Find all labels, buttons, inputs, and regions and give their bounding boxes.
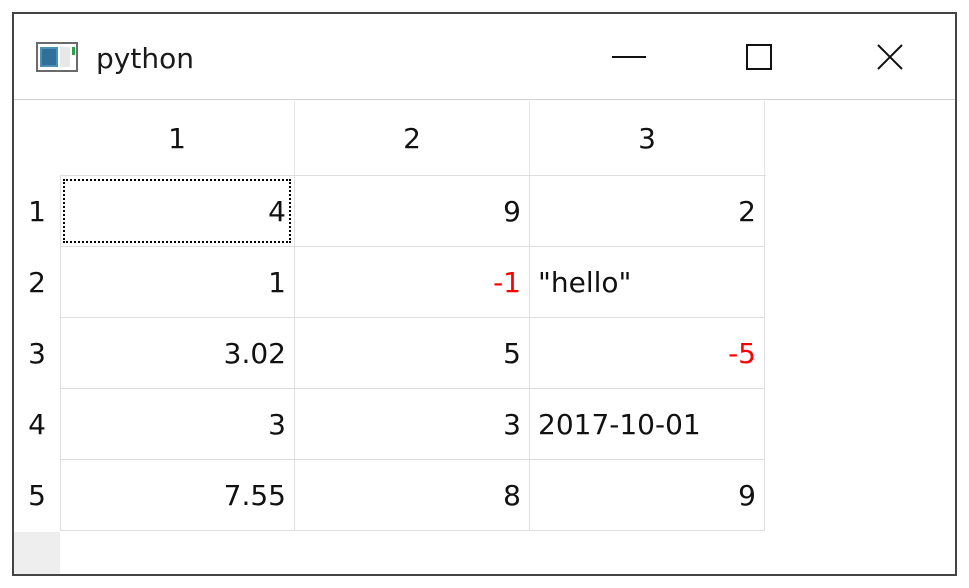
window-title: python bbox=[96, 42, 194, 75]
app-window-icon bbox=[36, 42, 78, 72]
column-header-2[interactable]: 2 bbox=[295, 101, 530, 175]
table-cell-r3-c1[interactable]: 3.02 bbox=[60, 318, 295, 389]
row-header-2[interactable]: 2 bbox=[28, 266, 46, 299]
title-bar[interactable]: python bbox=[14, 14, 955, 100]
table-cell-r1-c2[interactable]: 9 bbox=[295, 176, 530, 247]
table-cell-r5-c1[interactable]: 7.55 bbox=[60, 460, 295, 531]
table-view[interactable]: 1 2 3 1 2 3 4 5 4 9 2 1 -1 "hello" 3.02 … bbox=[14, 101, 955, 574]
table-cell-r3-c3[interactable]: -5 bbox=[530, 318, 765, 389]
table-cell-r4-c2[interactable]: 3 bbox=[295, 389, 530, 460]
close-button[interactable] bbox=[824, 14, 955, 100]
column-header-1[interactable]: 1 bbox=[60, 101, 295, 175]
maximize-icon bbox=[746, 44, 772, 70]
row-header-1[interactable]: 1 bbox=[28, 195, 46, 228]
table-cell-r2-c3[interactable]: "hello" bbox=[530, 247, 765, 318]
table-cell-r1-c1[interactable]: 4 bbox=[60, 176, 295, 247]
table-cell-r2-c1[interactable]: 1 bbox=[60, 247, 295, 318]
minimize-icon bbox=[612, 56, 646, 58]
app-window: python 1 2 3 1 2 3 4 5 4 bbox=[12, 12, 957, 576]
table-corner[interactable] bbox=[14, 101, 60, 175]
grid-line bbox=[60, 175, 766, 176]
minimize-button[interactable] bbox=[564, 14, 694, 100]
row-header-5[interactable]: 5 bbox=[28, 479, 46, 512]
table-bottom-corner bbox=[14, 532, 60, 574]
column-header-3[interactable]: 3 bbox=[530, 101, 765, 175]
table-cell-r2-c2[interactable]: -1 bbox=[295, 247, 530, 318]
table-cell-r4-c1[interactable]: 3 bbox=[60, 389, 295, 460]
row-header-3[interactable]: 3 bbox=[28, 337, 46, 370]
table-cell-r5-c3[interactable]: 9 bbox=[530, 460, 765, 531]
table-cell-r4-c3[interactable]: 2017-10-01 bbox=[530, 389, 765, 460]
maximize-button[interactable] bbox=[694, 14, 824, 100]
close-icon bbox=[876, 44, 903, 70]
table-cell-r1-c3[interactable]: 2 bbox=[530, 176, 765, 247]
grid-line bbox=[60, 175, 61, 531]
table-cell-r3-c2[interactable]: 5 bbox=[295, 318, 530, 389]
row-header-4[interactable]: 4 bbox=[28, 408, 46, 441]
table-cell-r5-c2[interactable]: 8 bbox=[295, 460, 530, 531]
